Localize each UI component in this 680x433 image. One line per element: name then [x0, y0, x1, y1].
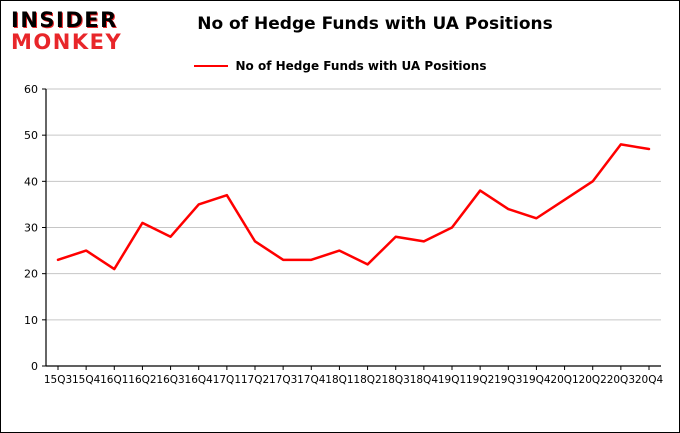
- x-tick-label: 19Q3: [494, 374, 522, 386]
- legend-line-swatch: [193, 65, 228, 67]
- insider-monkey-logo: INSIDER MONKEY: [11, 9, 122, 53]
- x-tick-label: 18Q1: [325, 374, 353, 386]
- series-line: [56, 143, 651, 271]
- x-tick-label: 20Q3: [607, 374, 635, 386]
- x-tick-label: 19Q2: [466, 374, 494, 386]
- y-tick-label: 10: [24, 314, 38, 327]
- y-tick-label: 40: [24, 175, 38, 188]
- x-tick-label: 20Q1: [550, 374, 578, 386]
- x-tick-label: 20Q2: [579, 374, 607, 386]
- x-tick-label: 17Q1: [213, 374, 241, 386]
- x-tick-label: 17Q2: [241, 374, 269, 386]
- legend: No of Hedge Funds with UA Positions: [1, 59, 679, 73]
- x-tick-label: 16Q3: [156, 374, 184, 386]
- x-tick-label: 20Q4: [635, 374, 664, 386]
- logo-text-monkey: MONKEY: [11, 30, 123, 55]
- y-tick-label: 50: [24, 129, 38, 142]
- x-tick-label: 19Q1: [438, 374, 466, 386]
- x-tick-label: 16Q1: [100, 374, 128, 386]
- x-tick-label: 19Q4: [522, 374, 551, 386]
- logo-text-insider: INSIDER: [11, 8, 118, 32]
- x-tick-label: 18Q4: [410, 374, 439, 386]
- legend-label: No of Hedge Funds with UA Positions: [235, 59, 487, 73]
- x-tick-label: 15Q4: [72, 374, 101, 386]
- y-tick-label: 60: [24, 83, 38, 96]
- y-tick-label: 0: [31, 360, 38, 373]
- y-tick-label: 20: [24, 268, 38, 281]
- y-tick-label: 30: [24, 222, 38, 235]
- x-tick-label: 16Q2: [128, 374, 156, 386]
- x-tick-label: 15Q3: [44, 374, 72, 386]
- x-tick-label: 17Q3: [269, 374, 297, 386]
- x-tick-label: 18Q2: [353, 374, 381, 386]
- chart-title: No of Hedge Funds with UA Positions: [197, 14, 553, 34]
- x-tick-label: 17Q4: [297, 374, 326, 386]
- x-tick-label: 16Q4: [185, 374, 214, 386]
- x-tick-label: 18Q3: [382, 374, 410, 386]
